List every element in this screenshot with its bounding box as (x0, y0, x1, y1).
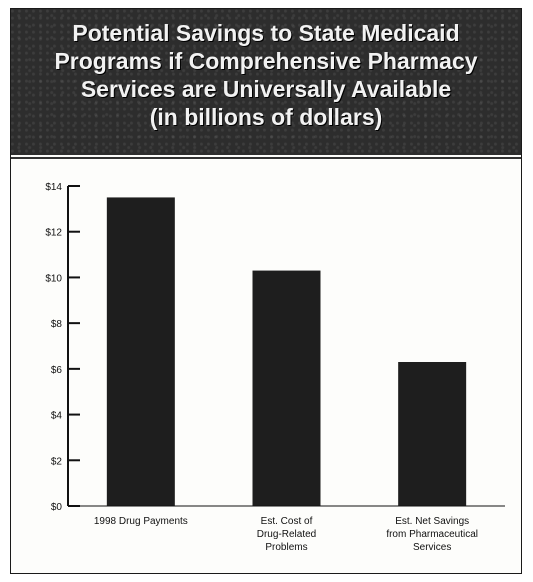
y-tick-label: $6 (51, 365, 63, 376)
y-tick-label: $2 (51, 456, 63, 467)
x-category-label: Est. Cost of (261, 516, 313, 527)
bar (252, 270, 321, 506)
title-panel: Potential Savings to State Medicaid Prog… (11, 9, 521, 155)
y-tick-label: $0 (51, 502, 63, 513)
x-category-label: 1998 Drug Payments (94, 516, 188, 527)
chart-frame: Potential Savings to State Medicaid Prog… (10, 8, 522, 574)
y-tick-label: $8 (51, 319, 63, 330)
y-tick-label: $14 (45, 182, 62, 193)
bar (106, 197, 175, 506)
y-tick-label: $12 (45, 228, 62, 239)
y-tick-label: $4 (51, 411, 63, 422)
x-category-label: Problems (265, 542, 307, 553)
x-category-label: Drug-Related (257, 529, 316, 540)
chart-title: Potential Savings to State Medicaid Prog… (54, 20, 478, 130)
x-category-label: from Pharmaceutical (386, 529, 478, 540)
x-category-label: Services (413, 542, 451, 553)
title-divider (11, 157, 521, 159)
bar (398, 362, 467, 506)
y-tick-label: $10 (45, 273, 62, 284)
x-category-label: Est. Net Savings (395, 516, 469, 527)
